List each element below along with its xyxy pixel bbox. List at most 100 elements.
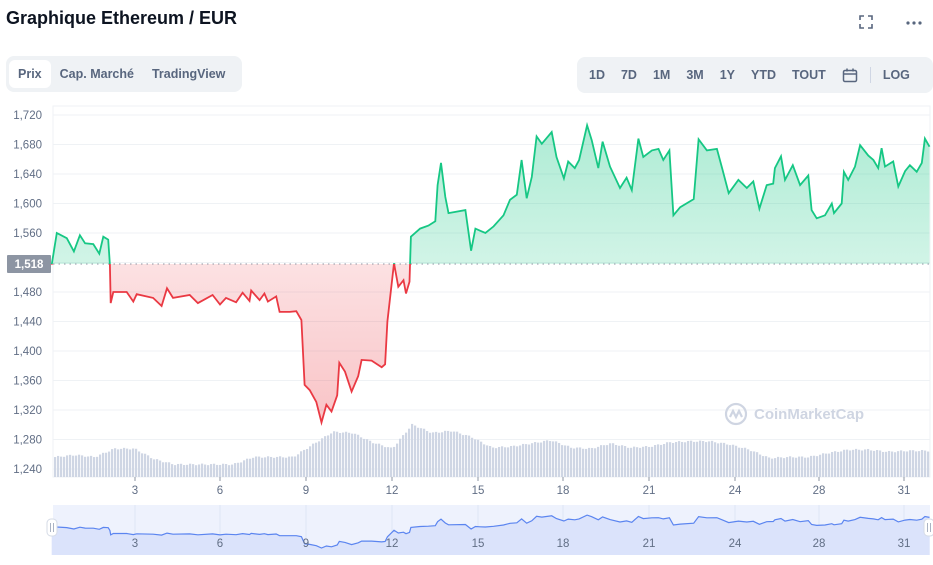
tab-prix[interactable]: Prix xyxy=(9,60,51,88)
volume-bar xyxy=(618,445,621,477)
volume-bar xyxy=(864,449,867,477)
volume-bar xyxy=(756,452,759,477)
volume-bar xyxy=(651,446,654,477)
tab-tradingview[interactable]: TradingView xyxy=(151,67,226,81)
volume-bar xyxy=(660,444,663,477)
volume-bar xyxy=(363,438,366,477)
volume-bar xyxy=(261,457,264,477)
volume-bar xyxy=(159,460,162,477)
navigator-tick-label: 15 xyxy=(472,538,485,550)
volume-bar xyxy=(561,445,564,477)
volume-bar xyxy=(204,464,207,477)
volume-bar xyxy=(306,449,309,477)
volume-bar xyxy=(111,449,114,477)
volume-bar xyxy=(405,432,408,477)
volume-bar xyxy=(822,453,825,477)
x-axis: 3 6 9 12 15 18 21 24 28 31 xyxy=(132,477,911,497)
volume-bar xyxy=(270,456,273,477)
volume-bar xyxy=(597,446,600,477)
volume-bar xyxy=(783,458,786,477)
navigator-tick-label: 31 xyxy=(898,538,911,550)
volume-bar xyxy=(705,442,708,477)
volume-bar xyxy=(927,451,930,477)
volume-bar xyxy=(228,465,231,477)
volume-bar xyxy=(828,453,831,477)
chart-type-tabs: Prix Cap. Marché TradingView xyxy=(6,56,242,92)
volume-bar xyxy=(786,457,789,477)
volume-bar xyxy=(375,443,378,477)
range-1d[interactable]: 1D xyxy=(589,68,605,82)
volume-bar xyxy=(348,432,351,477)
volume-bar xyxy=(372,443,375,477)
volume-bar xyxy=(678,441,681,477)
volume-bar xyxy=(207,465,210,477)
volume-bar xyxy=(912,450,915,477)
volume-bar xyxy=(285,457,288,477)
volume-bar xyxy=(396,443,399,477)
volume-bar xyxy=(918,451,921,477)
range-7d[interactable]: 7D xyxy=(620,68,637,82)
volume-bar xyxy=(447,430,450,477)
more-icon[interactable] xyxy=(903,14,925,36)
volume-bar xyxy=(324,436,327,477)
volume-bar xyxy=(906,451,909,477)
volume-bar xyxy=(585,448,588,477)
volume-bar xyxy=(807,457,810,477)
range-ytd[interactable]: YTD xyxy=(751,68,777,82)
volume-bar xyxy=(192,464,195,477)
volume-bar xyxy=(339,432,342,477)
navigator-handle-left[interactable] xyxy=(46,518,58,537)
volume-bar xyxy=(210,464,213,477)
range-3m[interactable]: 3M xyxy=(686,68,704,82)
volume-bar xyxy=(729,445,732,477)
volume-bar xyxy=(615,445,618,477)
volume-bar xyxy=(684,442,687,477)
calendar-icon[interactable] xyxy=(834,68,866,83)
volume-bar xyxy=(549,441,552,477)
volume-bar xyxy=(105,452,108,477)
volume-bar xyxy=(540,442,543,477)
volume-bar xyxy=(321,438,324,477)
volume-bar xyxy=(876,450,879,477)
volume-bar xyxy=(75,455,78,477)
volume-bar xyxy=(474,439,477,477)
volume-bar xyxy=(591,447,594,477)
volume-bar xyxy=(510,446,513,477)
fullscreen-icon[interactable] xyxy=(855,14,877,36)
volume-bar xyxy=(696,441,699,477)
log-toggle[interactable]: LOG xyxy=(882,68,910,82)
volume-bar xyxy=(732,444,735,477)
volume-bar xyxy=(327,435,330,477)
x-tick-label: 3 xyxy=(132,485,138,497)
volume-bar xyxy=(279,456,282,477)
range-1y[interactable]: 1Y xyxy=(719,68,736,82)
reference-price-label: 1,518 xyxy=(7,254,51,273)
x-tick-label: 31 xyxy=(898,485,911,497)
volume-bar xyxy=(78,454,81,477)
volume-bar xyxy=(453,431,456,477)
volume-bar xyxy=(738,447,741,477)
volume-bar xyxy=(636,447,639,477)
volume-bar xyxy=(72,455,75,477)
volume-bar xyxy=(747,449,750,477)
volume-bar xyxy=(879,450,882,477)
range-1m[interactable]: 1M xyxy=(652,68,671,82)
navigator-handle-right[interactable] xyxy=(923,518,933,537)
volume-bar xyxy=(243,460,246,477)
volume-bar xyxy=(900,450,903,477)
coinmarketcap-watermark: CoinMarketCap xyxy=(724,402,864,426)
tab-cap-marche[interactable]: Cap. Marché xyxy=(59,67,134,81)
navigator-tick-label: 21 xyxy=(643,538,656,550)
volume-bar xyxy=(225,464,228,477)
volume-bar xyxy=(489,446,492,477)
volume-bar xyxy=(198,464,201,477)
range-tout[interactable]: TOUT xyxy=(792,68,826,82)
volume-bar xyxy=(294,456,297,477)
volume-bar xyxy=(213,463,216,477)
volume-bar xyxy=(708,441,711,477)
volume-bar xyxy=(885,451,888,477)
x-tick-label: 28 xyxy=(813,485,826,497)
volume-bar xyxy=(741,447,744,477)
volume-bar xyxy=(681,441,684,477)
